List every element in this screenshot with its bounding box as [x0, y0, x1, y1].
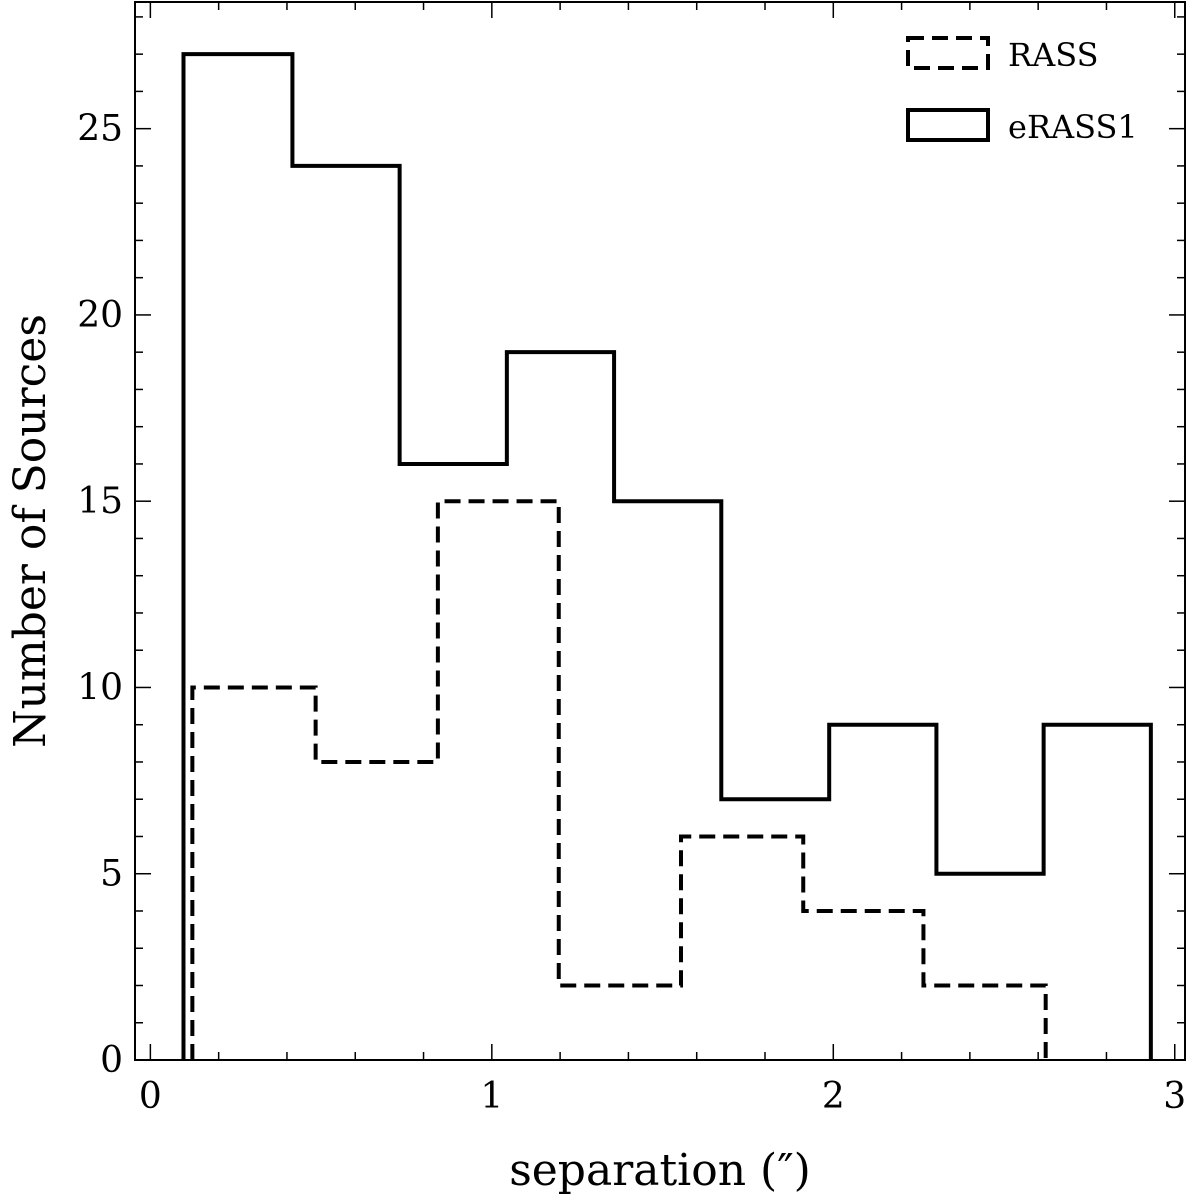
x-tick-label: 1: [480, 1076, 503, 1117]
y-tick-label: 0: [100, 1040, 123, 1081]
legend: RASS eRASS1: [906, 36, 1138, 146]
x-tick-label: 0: [139, 1076, 162, 1117]
y-tick-label: 10: [77, 667, 123, 708]
y-tick-label: 25: [77, 109, 123, 150]
x-tick-label: 2: [822, 1076, 845, 1117]
legend-swatch-erass1: [906, 108, 990, 142]
y-tick-label: 20: [77, 295, 123, 336]
histogram-step-erass1: [181, 52, 1153, 1060]
legend-label-rass: RASS: [1008, 36, 1098, 74]
y-tick-label: 5: [100, 854, 123, 895]
plot-frame: [134, 1, 1186, 1061]
y-tick-label: 15: [77, 481, 123, 522]
histogram-step-rass: [190, 499, 1048, 1060]
legend-label-erass1: eRASS1: [1008, 108, 1138, 146]
x-tick-label: 3: [1163, 1076, 1186, 1117]
x-axis-label: separation (″): [509, 1145, 811, 1196]
y-axis-label: Number of Sources: [5, 314, 56, 748]
legend-swatch-rass: [906, 36, 990, 70]
